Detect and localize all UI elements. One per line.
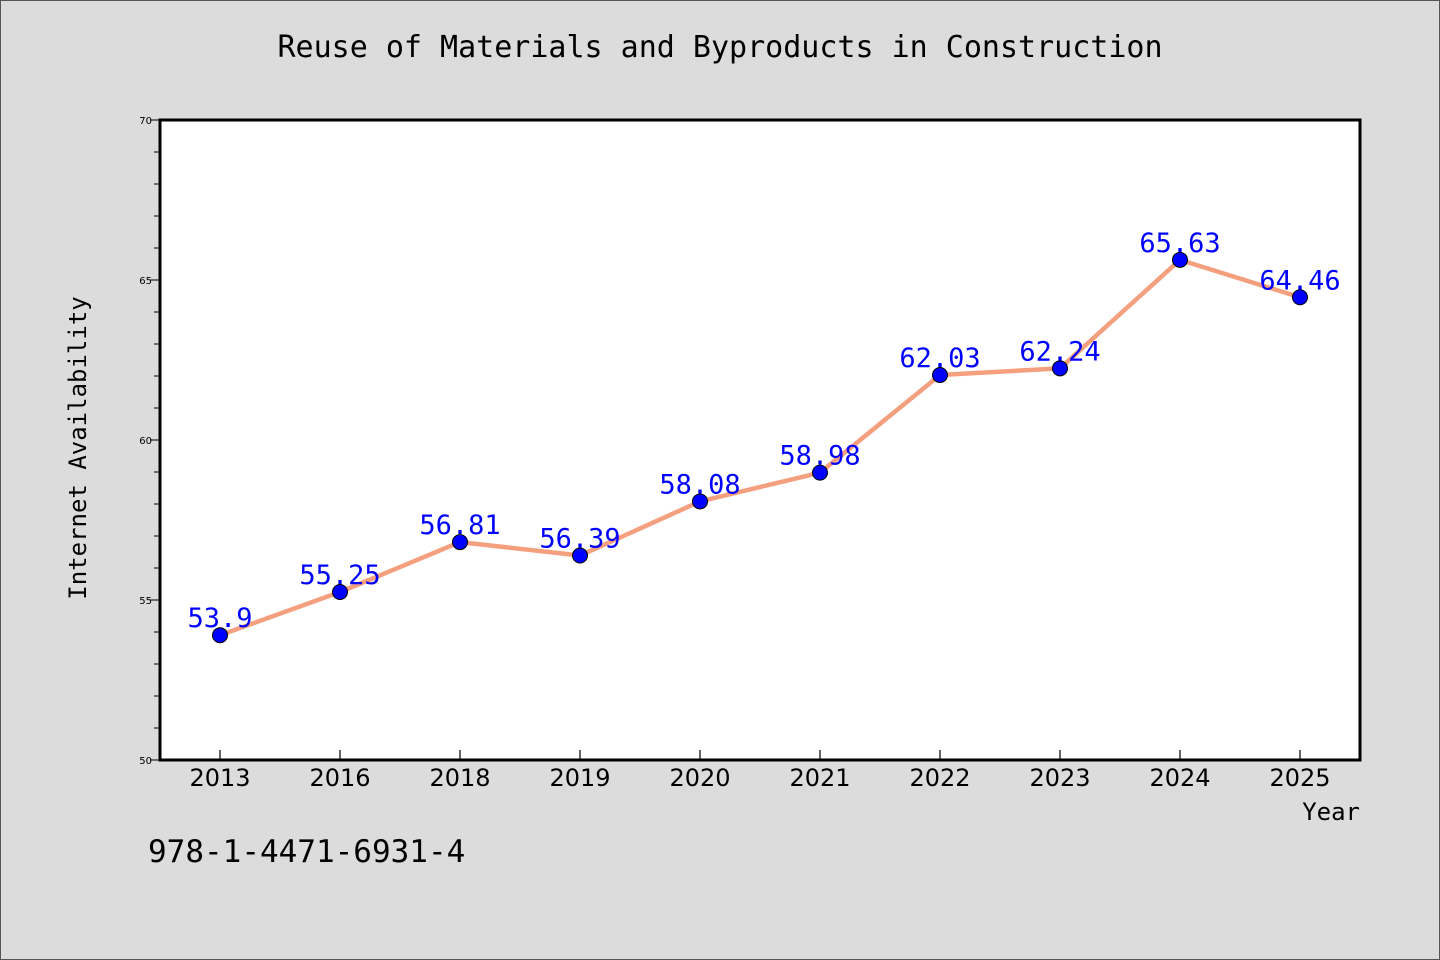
y-tick-label: 60: [139, 436, 152, 447]
y-tick-label: 50: [139, 756, 152, 767]
y-tick-label: 65: [139, 276, 152, 287]
x-tick-label: 2018: [429, 764, 490, 792]
plot-area: [158, 118, 1362, 762]
y-axis: 50 55 60 65 70: [139, 116, 160, 767]
data-point: [212, 627, 228, 644]
data-point: [1292, 289, 1308, 306]
data-label: 62.03: [899, 343, 980, 374]
x-tick-label: 2013: [189, 764, 250, 792]
data-label: 62.24: [1019, 336, 1100, 367]
data-point: [332, 584, 348, 600]
data-labels: 53.9 55.25 56.81 56.39 58.08 58.98 62.03 62.24 6…: [187, 228, 1340, 634]
data-point: [932, 367, 948, 384]
chart-title: Reuse of Materials and Byproducts in Con…: [277, 30, 1163, 65]
x-tick-label: 2024: [1149, 764, 1210, 792]
data-point: [1172, 251, 1188, 268]
data-point: [692, 493, 708, 510]
x-tick-label: 2023: [1029, 764, 1090, 792]
data-label: 55.25: [299, 560, 380, 591]
x-tick-label: 2025: [1269, 764, 1330, 792]
x-tick-label: 2022: [909, 764, 970, 792]
y-tick-label: 55: [139, 596, 152, 607]
x-tick-label: 2020: [669, 764, 730, 792]
data-label: 56.81: [419, 510, 500, 541]
x-axis-label: Year: [1302, 798, 1360, 826]
data-label: 58.98: [779, 441, 860, 472]
data-point: [452, 534, 468, 551]
x-tick-label: 2021: [789, 764, 850, 792]
data-point: [1052, 360, 1068, 377]
data-point: [572, 547, 588, 564]
data-markers: [212, 251, 1308, 644]
data-point: [812, 464, 828, 481]
data-label: 53.9: [187, 603, 252, 634]
x-tick-label: 2019: [549, 764, 610, 792]
data-label: 65.63: [1139, 228, 1220, 259]
data-label: 58.08: [659, 469, 740, 500]
y-axis-label: Internet Availability: [64, 296, 92, 599]
data-label: 64.46: [1259, 265, 1340, 296]
series-line: [217, 257, 1303, 638]
x-tick-label: 2016: [309, 764, 370, 792]
footer-code: 978-1-4471-6931-4: [148, 834, 466, 870]
y-tick-label: 70: [139, 116, 152, 127]
data-label: 56.39: [539, 524, 620, 555]
x-axis: 2013 2016 2018 2019 2020 2021 2022 2023 2024 2025: [189, 750, 1331, 792]
